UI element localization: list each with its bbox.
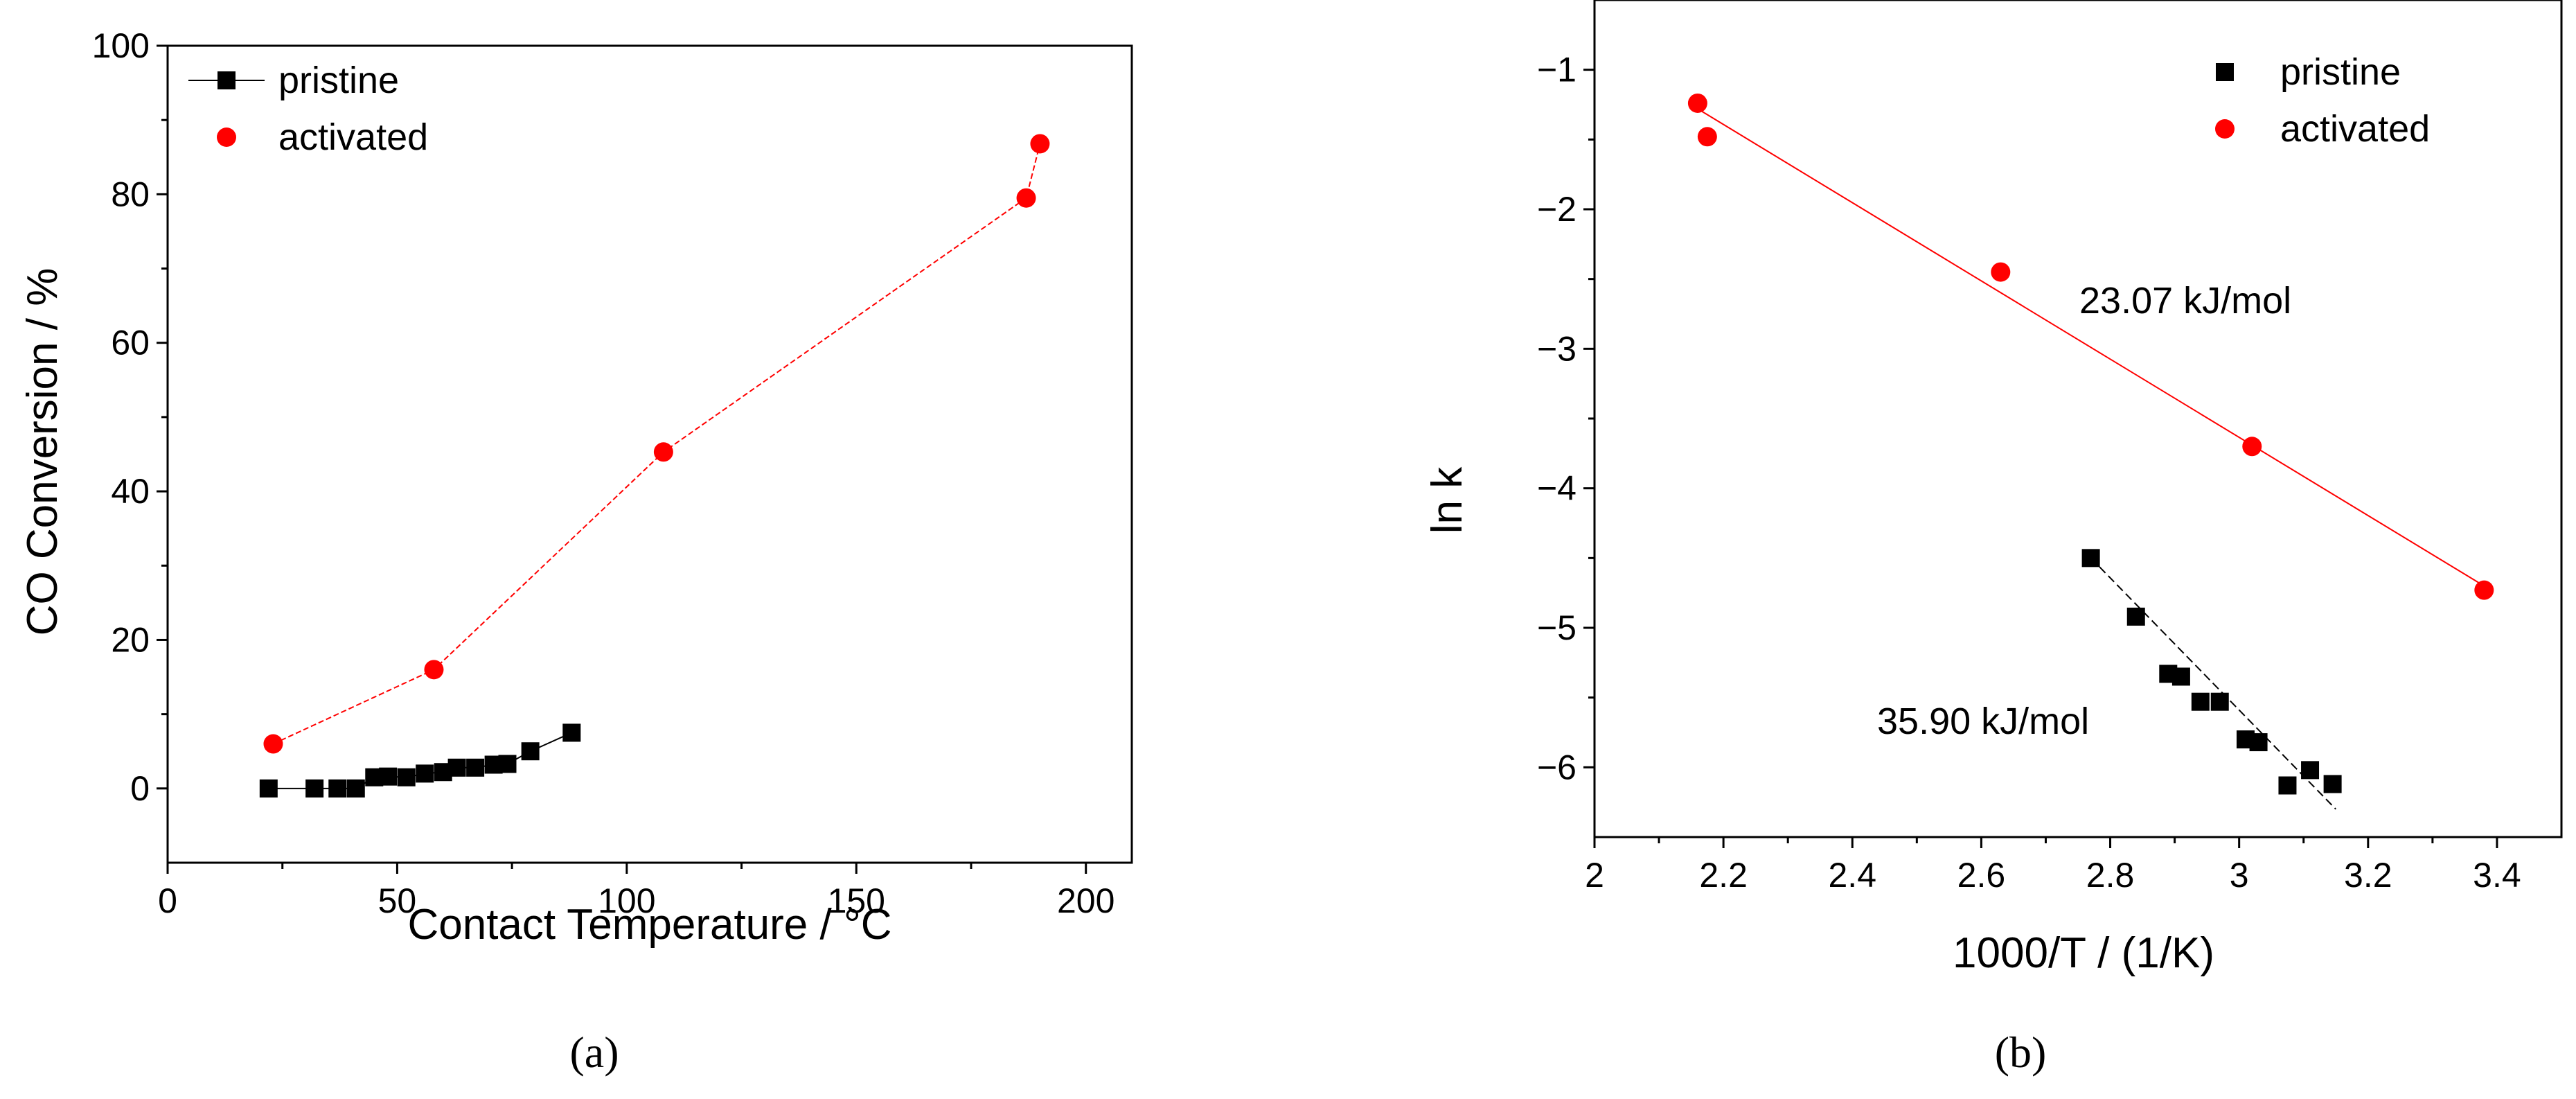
data-point-activated — [1016, 188, 1036, 208]
y-tick-label: 0 — [130, 769, 150, 808]
data-point-activated — [1991, 262, 2011, 282]
series-line-activated — [273, 143, 1041, 745]
data-point-pristine — [498, 755, 517, 773]
x-tick-label: 150 — [828, 881, 885, 920]
data-point-pristine — [2323, 775, 2342, 793]
data-point-pristine — [521, 742, 540, 761]
data-point-activated — [2242, 437, 2262, 457]
data-point-pristine — [2301, 761, 2320, 780]
data-point-pristine — [2126, 607, 2145, 626]
data-point-pristine — [2081, 549, 2100, 568]
fit-label-pristine: 35.90 kJ/mol — [1877, 701, 2089, 742]
panel-b-label: (b) — [1995, 1028, 2047, 1077]
data-point-activated — [1697, 127, 1717, 147]
y-tick-label: 60 — [111, 324, 150, 362]
y-tick-label: 100 — [92, 26, 150, 65]
panel-a-ylabel: CO Conversion / % — [19, 268, 66, 636]
data-point-activated — [424, 660, 444, 680]
y-tick-label: 80 — [111, 175, 150, 213]
data-point-pristine — [305, 779, 324, 798]
data-point-pristine — [2210, 692, 2229, 711]
panel-b-xlabel: 1000/T / (1/K) — [1953, 929, 2214, 977]
legend-marker-pristine — [2216, 63, 2234, 81]
y-tick-label: −1 — [1537, 51, 1576, 89]
x-tick-label: 2.4 — [1829, 856, 1877, 895]
y-tick-label: −2 — [1537, 190, 1576, 229]
legend-marker-activated — [217, 128, 236, 147]
data-point-activated — [1030, 134, 1050, 154]
data-point-pristine — [562, 723, 581, 742]
y-tick-label: −5 — [1537, 608, 1576, 647]
panel-b-arrhenius-chart: 2 2.2 2.4 2.6 2.8 3 3.2 3.4 −1 −2 −3 −4 −5 −6 pristine… — [1423, 0, 2563, 1077]
y-tick-label: −3 — [1537, 329, 1576, 368]
fit-label-activated: 23.07 kJ/mol — [2079, 280, 2291, 322]
x-tick-label: 0 — [158, 881, 177, 920]
y-tick-label: −4 — [1537, 469, 1576, 508]
x-tick-label: 50 — [378, 881, 417, 920]
data-point-pristine — [346, 779, 365, 798]
data-point-pristine — [328, 779, 347, 798]
data-point-pristine — [416, 764, 434, 783]
fit-line-activated — [1697, 108, 2485, 587]
y-tick-label: −6 — [1537, 748, 1576, 786]
data-point-pristine — [466, 758, 485, 777]
panel-a-xlabel: Contact Temperature / °C — [407, 901, 891, 949]
x-tick-label: 100 — [598, 881, 655, 920]
panel-a-conversion-chart: 0 50 100 150 200 0 20 40 60 80 100 pristine activate… — [19, 26, 1133, 1077]
legend-label-activated: activated — [2280, 108, 2430, 150]
panel-a-label: (a) — [569, 1028, 619, 1077]
panel-b-ylabel: ln k — [1423, 466, 1471, 534]
data-point-pristine — [379, 767, 398, 786]
legend-marker-activated — [2215, 119, 2235, 139]
x-tick-label: 3 — [2230, 856, 2249, 895]
legend-label-activated: activated — [278, 116, 428, 158]
data-point-pristine — [259, 779, 278, 798]
data-point-activated — [2474, 580, 2494, 600]
x-tick-label: 2.6 — [1957, 856, 2006, 895]
data-point-pristine — [2171, 667, 2190, 686]
x-tick-label: 3.2 — [2344, 856, 2392, 895]
data-point-activated — [653, 442, 673, 462]
legend-label-pristine: pristine — [278, 60, 399, 101]
data-point-activated — [1687, 93, 1707, 113]
plot-frame — [166, 44, 1133, 864]
y-tick-label: 40 — [111, 472, 150, 511]
fit-line-pristine — [2090, 557, 2336, 810]
data-point-pristine — [2191, 692, 2210, 711]
data-point-pristine — [2249, 733, 2268, 752]
x-tick-label: 2 — [1585, 856, 1604, 895]
data-point-activated — [263, 734, 283, 754]
data-point-pristine — [2278, 776, 2297, 795]
legend-label-pristine: pristine — [2280, 51, 2401, 93]
x-tick-label: 2.8 — [2086, 856, 2135, 895]
legend-marker-pristine — [217, 71, 236, 89]
x-tick-label: 200 — [1057, 881, 1114, 920]
data-point-pristine — [447, 758, 466, 777]
data-point-pristine — [397, 768, 416, 786]
x-tick-label: 2.2 — [1699, 856, 1748, 895]
x-tick-label: 3.4 — [2473, 856, 2521, 895]
y-tick-label: 20 — [111, 620, 150, 659]
